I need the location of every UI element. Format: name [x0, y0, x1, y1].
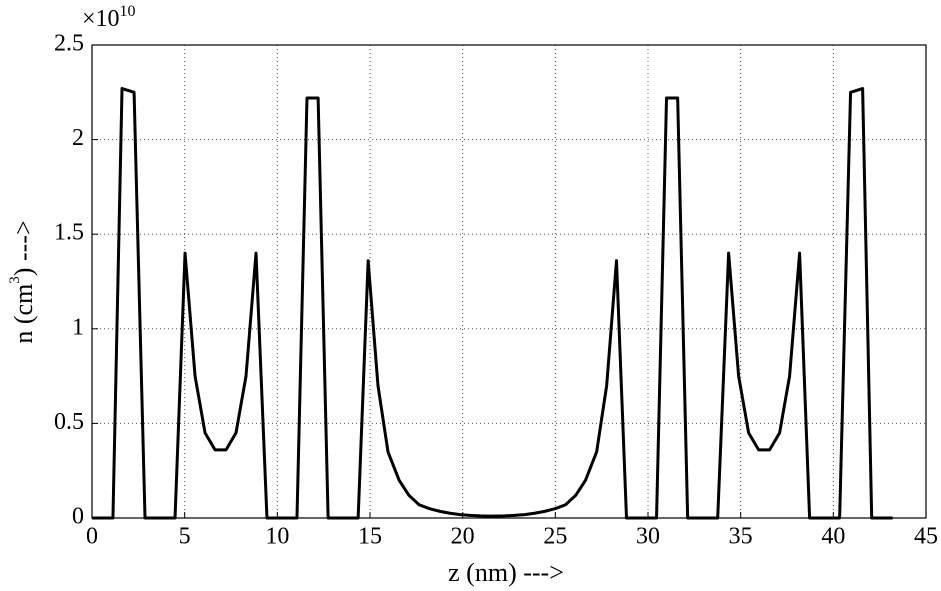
y-label-part: ) --->	[9, 220, 38, 276]
y-axis-label: n (cm3) --->	[7, 220, 38, 343]
y-scale-base: ×10	[82, 6, 120, 32]
y-scale-exponent: 10	[120, 3, 136, 20]
y-tick-label: 1	[72, 314, 84, 340]
data-line	[92, 87, 893, 520]
x-tick-label: 20	[451, 524, 475, 550]
x-axis-label: z (nm) --->	[448, 558, 564, 587]
x-tick-label: 10	[265, 524, 289, 550]
y-tick-label: 0	[72, 504, 84, 530]
x-tick-label: 5	[179, 524, 191, 550]
x-tick-label: 40	[821, 524, 845, 550]
y-label-superscript: 3	[7, 276, 23, 284]
x-tick-label: 25	[543, 524, 567, 550]
y-scale-label: ×1010	[82, 3, 136, 32]
plot-frame	[91, 44, 927, 519]
x-tick-label: 30	[636, 524, 660, 550]
y-tick-label: 0.5	[54, 409, 84, 435]
x-tick-label: 45	[914, 524, 938, 550]
y-label-part: n (cm	[9, 284, 38, 344]
y-tick-label: 2.5	[54, 31, 84, 57]
y-tick-label: 1.5	[54, 220, 84, 246]
x-tick-label: 0	[86, 524, 98, 550]
x-tick-label: 15	[358, 524, 382, 550]
y-tick-label: 2	[72, 125, 84, 151]
x-tick-label: 35	[729, 524, 753, 550]
